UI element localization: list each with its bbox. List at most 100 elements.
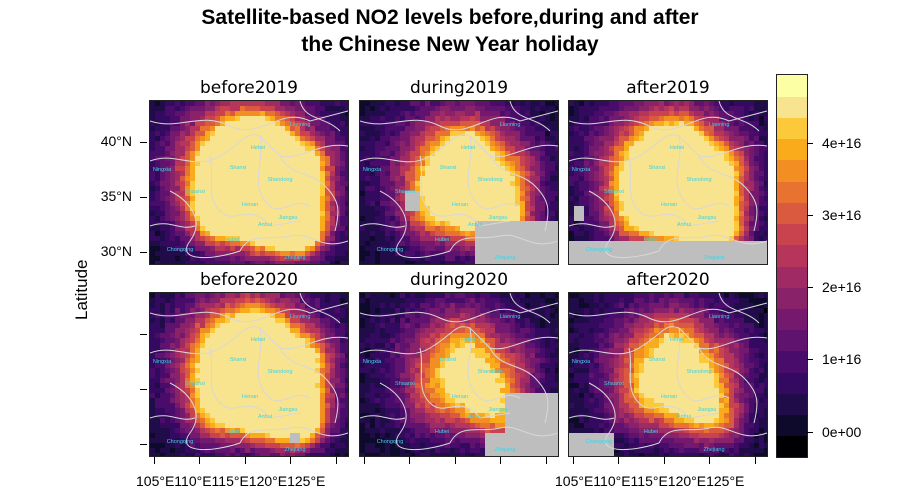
no2-cell [180, 393, 186, 399]
no2-cell [555, 116, 558, 122]
no2-cell [245, 348, 251, 354]
no2-cell [520, 126, 526, 132]
no2-cell [175, 308, 181, 314]
no2-cell [619, 186, 625, 192]
no-data-cell [530, 221, 536, 227]
no2-cell [470, 256, 476, 262]
no2-cell [485, 146, 491, 152]
no2-cell [390, 236, 396, 242]
no2-cell [465, 171, 471, 177]
no2-cell [255, 196, 261, 202]
no2-cell [465, 136, 471, 142]
no2-cell [240, 131, 246, 137]
no2-cell [500, 201, 506, 207]
no2-cell [280, 211, 286, 217]
no-data-cell [545, 236, 551, 242]
no2-cell [285, 408, 291, 414]
no2-cell [669, 216, 675, 222]
no2-cell [385, 251, 391, 257]
no2-cell [300, 206, 306, 212]
no2-cell [210, 338, 216, 344]
no2-cell [285, 146, 291, 152]
no2-cell [500, 121, 506, 127]
no-data-cell [709, 246, 715, 252]
no2-cell [540, 101, 546, 107]
no2-cell [340, 328, 346, 334]
no2-cell [265, 131, 271, 137]
no2-cell [175, 176, 181, 182]
no2-cell [325, 211, 331, 217]
no2-cell [160, 368, 166, 374]
no2-cell [714, 176, 720, 182]
no-data-cell [525, 241, 531, 247]
no2-cell [285, 111, 291, 117]
no2-cell [574, 101, 580, 107]
no2-map: LiaoningShanxiShandongHenanJiangsuAnhuiH… [150, 101, 348, 264]
province-boundary [360, 223, 406, 228]
no2-cell [165, 293, 171, 299]
no-data-cell [714, 246, 720, 252]
no2-cell [190, 313, 196, 319]
no2-cell [749, 116, 755, 122]
no2-cell [185, 293, 191, 299]
no2-cell [679, 231, 685, 237]
no2-cell [295, 388, 301, 394]
no2-cell [325, 121, 331, 127]
no2-cell [160, 348, 166, 354]
no2-cell [165, 338, 171, 344]
no2-cell [639, 221, 645, 227]
no2-cell [215, 256, 221, 262]
no2-cell [704, 111, 710, 117]
no2-cell [734, 121, 740, 127]
no2-cell [325, 226, 331, 232]
no2-cell [654, 181, 660, 187]
no2-cell [205, 126, 211, 132]
no2-cell [255, 256, 261, 262]
no2-cell [260, 251, 266, 257]
no2-cell [210, 333, 216, 339]
no2-cell [195, 141, 201, 147]
no2-cell [569, 191, 575, 197]
no2-cell [569, 211, 575, 217]
no2-cell [315, 403, 321, 409]
no2-cell [310, 398, 316, 404]
no2-cell [400, 106, 406, 112]
no2-cell [744, 236, 750, 242]
no2-cell [609, 126, 615, 132]
no2-cell [540, 211, 546, 217]
no2-cell [235, 121, 241, 127]
no2-cell [744, 176, 750, 182]
no2-cell [370, 196, 376, 202]
no2-cell [320, 231, 326, 237]
no2-cell [290, 313, 296, 319]
map-panel-after2019: Liaoning Shanxi Shandong Henan Jiangsu Anhui H… [568, 100, 768, 265]
no-data-cell [495, 221, 501, 227]
no2-cell [719, 231, 725, 237]
no2-cell [205, 186, 211, 192]
no2-cell [225, 101, 231, 107]
no2-cell [265, 368, 271, 374]
no2-cell [240, 176, 246, 182]
no2-cell [425, 256, 431, 262]
no2-cell [330, 166, 336, 172]
no2-cell [325, 256, 331, 262]
no2-cell [574, 126, 580, 132]
no2-cell [395, 151, 401, 157]
no2-cell [749, 166, 755, 172]
no2-cell [440, 141, 446, 147]
no2-cell [195, 313, 201, 319]
no2-cell [649, 196, 655, 202]
no2-cell [305, 226, 311, 232]
no2-cell [245, 261, 251, 264]
no-data-cell [744, 246, 750, 252]
no2-cell [500, 111, 506, 117]
no2-cell [365, 211, 371, 217]
no2-cell [165, 206, 171, 212]
no2-cell [619, 116, 625, 122]
no2-cell [205, 348, 211, 354]
no2-cell [609, 196, 615, 202]
no2-cell [415, 126, 421, 132]
no2-cell [165, 146, 171, 152]
no2-cell [589, 186, 595, 192]
no2-cell [315, 171, 321, 177]
